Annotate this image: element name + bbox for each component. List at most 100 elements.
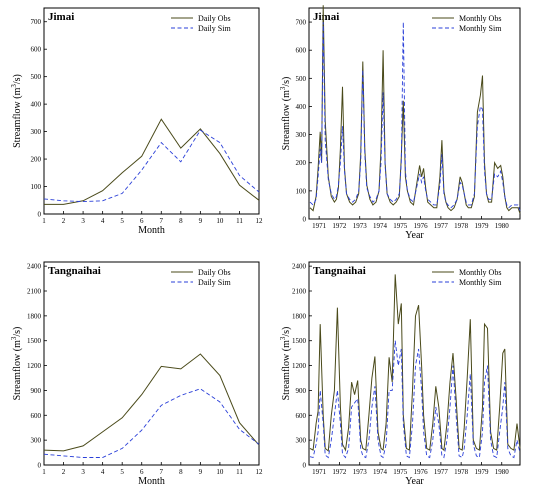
chart-title: Tangnaihai	[48, 265, 101, 277]
x-tick-label: 1974	[373, 222, 388, 230]
y-tick-label: 200	[296, 159, 307, 167]
y-tick-label: 1500	[292, 337, 307, 345]
x-tick-label: 8	[179, 468, 183, 476]
x-tick-label: 12	[256, 468, 264, 476]
legend-label: Daily Sim	[198, 24, 231, 33]
y-tick-label: 2400	[27, 263, 42, 271]
legend-label: Daily Obs	[198, 268, 231, 277]
x-tick-label: 1979	[474, 468, 489, 476]
x-tick-label: 1977	[434, 222, 449, 230]
y-tick-label: 0	[303, 462, 307, 470]
x-tick-label: 1973	[353, 222, 368, 230]
plot-frame	[43, 7, 260, 215]
x-tick-label: 7	[160, 468, 164, 476]
superscript: 3	[279, 336, 287, 340]
y-tick-label: 600	[31, 46, 42, 54]
legend-label: Monthly Obs	[459, 14, 501, 23]
x-axis-label: Month	[138, 225, 165, 236]
y-tick-label: 1800	[292, 312, 307, 320]
x-tick-label: 1978	[454, 468, 469, 476]
y-tick-label: 500	[296, 75, 307, 83]
x-tick-label: 3	[81, 468, 85, 476]
x-tick-label: 10	[216, 217, 224, 225]
x-tick-label: 1971	[312, 468, 327, 476]
x-tick-label: 7	[160, 217, 164, 225]
y-tick-label: 600	[31, 412, 42, 420]
x-tick-label: 12	[256, 217, 264, 225]
y-tick-label: 100	[31, 183, 42, 191]
x-tick-label: 1971	[312, 222, 327, 230]
x-tick-label: 1979	[474, 222, 489, 230]
x-tick-label: 1973	[353, 468, 368, 476]
x-tick-label: 2	[62, 217, 66, 225]
chart-title: Jimai	[48, 11, 74, 23]
y-tick-label: 400	[31, 101, 42, 109]
y-tick-label: 500	[31, 73, 42, 81]
x-tick-label: 2	[62, 468, 66, 476]
legend-label: Daily Obs	[198, 14, 231, 23]
chart-2: 0 100 200 300 400 500 600 700 1971 1972 1973 1974 19…	[279, 5, 521, 241]
superscript: 3	[279, 86, 287, 90]
y-axis-label: Streamflow (m3/s)	[10, 74, 23, 148]
x-tick-label: 1972	[332, 222, 347, 230]
y-tick-label: 200	[31, 156, 42, 164]
x-tick-label: 1980	[495, 222, 510, 230]
series-line-sim	[43, 388, 260, 458]
y-tick-label: 900	[31, 387, 42, 395]
y-tick-label: 2100	[292, 288, 307, 296]
x-tick-label: 8	[179, 217, 183, 225]
y-axis-label: Streamflow (m3/s)	[279, 327, 292, 401]
y-tick-label: 2400	[292, 263, 307, 271]
y-axis-label: Streamflow (m3/s)	[10, 327, 23, 401]
x-tick-label: 1972	[332, 468, 347, 476]
x-tick-label: 6	[140, 468, 144, 476]
y-tick-label: 400	[296, 103, 307, 111]
x-tick-label: 1975	[393, 468, 408, 476]
superscript: 3	[10, 84, 18, 88]
plot-frame	[308, 7, 521, 220]
y-axis-label: Streamflow (m3/s)	[279, 77, 292, 151]
y-tick-label: 100	[296, 187, 307, 195]
series-line-sim	[309, 22, 521, 211]
x-tick-label: 1974	[373, 468, 388, 476]
y-tick-label: 700	[296, 19, 307, 27]
chart-title: Tangnaihai	[313, 265, 366, 277]
y-tick-label: 1200	[27, 362, 42, 370]
plot-frame	[43, 261, 260, 466]
plot-frame	[308, 261, 521, 466]
x-tick-label: 1	[42, 217, 46, 225]
x-tick-label: 9	[199, 217, 203, 225]
y-tick-label: 300	[296, 131, 307, 139]
x-tick-label: 5	[120, 468, 124, 476]
chart-4: 0 300 600 900 1200 1500 1800 2100 2400 1971 1972 19…	[279, 261, 521, 487]
y-tick-label: 300	[296, 437, 307, 445]
x-tick-label: 1978	[454, 222, 469, 230]
chart-title: Jimai	[313, 11, 339, 23]
y-tick-label: 0	[303, 216, 307, 224]
series-line-sim	[309, 340, 521, 459]
y-tick-label: 300	[31, 437, 42, 445]
x-axis-label: Year	[405, 230, 424, 241]
x-tick-label: 6	[140, 217, 144, 225]
y-tick-label: 0	[38, 462, 42, 470]
x-tick-label: 1980	[495, 468, 510, 476]
x-tick-label: 9	[199, 468, 203, 476]
x-tick-label: 4	[101, 217, 105, 225]
x-tick-label: 3	[81, 217, 85, 225]
legend-label: Monthly Obs	[459, 268, 501, 277]
series-line-sim	[43, 129, 260, 203]
y-tick-label: 1200	[292, 362, 307, 370]
y-tick-label: 1800	[27, 312, 42, 320]
x-tick-label: 11	[236, 468, 243, 476]
superscript: 3	[10, 336, 18, 340]
y-tick-label: 900	[296, 387, 307, 395]
legend-label: Monthly Sim	[459, 278, 502, 287]
series-line-obs	[309, 5, 521, 214]
y-tick-label: 600	[296, 412, 307, 420]
x-tick-label: 11	[236, 217, 243, 225]
x-axis-label: Month	[138, 476, 165, 487]
x-tick-label: 5	[120, 217, 124, 225]
